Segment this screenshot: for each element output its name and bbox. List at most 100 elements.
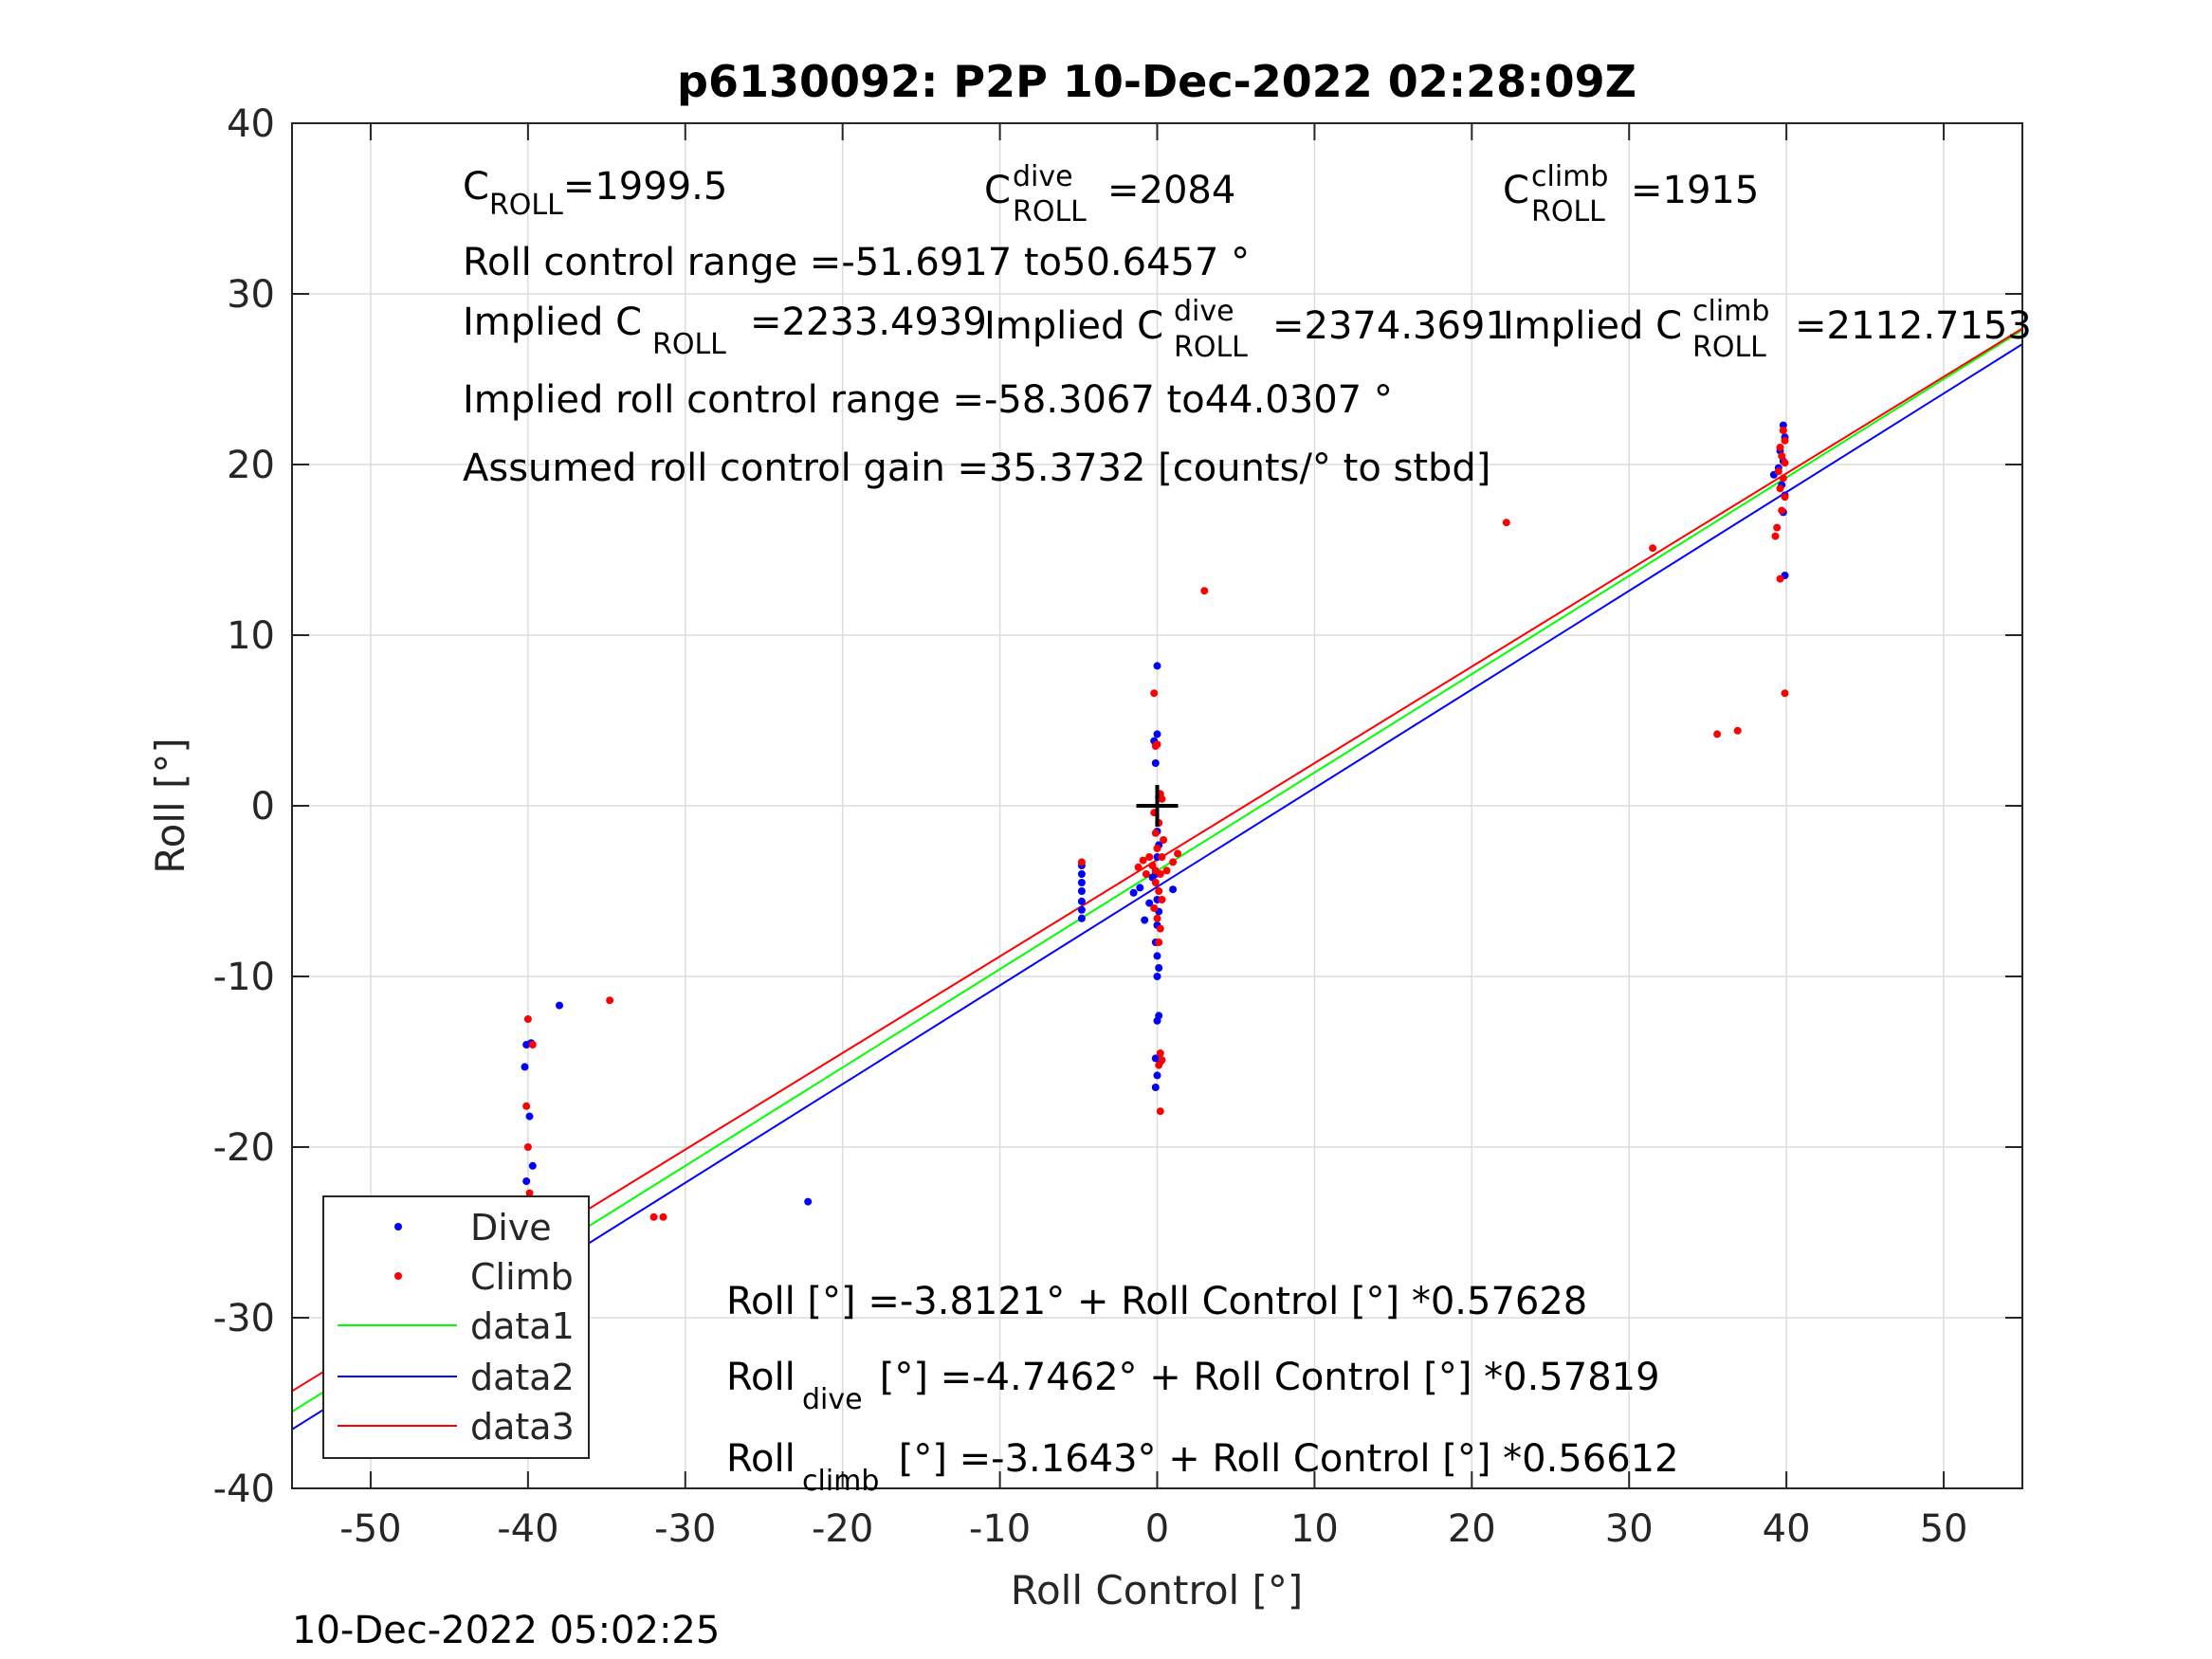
climb-point <box>1150 904 1159 912</box>
c-roll-annotation: CROLL=1999.5 <box>463 165 727 222</box>
climb-point <box>522 1102 531 1110</box>
climb-point <box>1781 689 1789 698</box>
climb-point <box>1145 853 1154 861</box>
implied-c-roll-climb-sup: climb <box>1692 295 1769 328</box>
climb-point <box>1771 532 1780 540</box>
y-tick-label: -10 <box>213 956 275 999</box>
climb-point <box>1778 452 1786 460</box>
c-roll-climb-value: =1915 <box>1631 169 1759 212</box>
c-roll-climb-sub: ROLL <box>1531 195 1605 228</box>
dive-point <box>1077 887 1086 895</box>
climb-point <box>606 996 614 1005</box>
dive-point <box>1153 1071 1161 1080</box>
climb-point <box>1200 587 1209 595</box>
climb-point <box>1156 1049 1164 1057</box>
climb-point <box>1160 836 1168 844</box>
climb-point <box>1773 523 1782 532</box>
y-tick-label: 20 <box>227 444 275 487</box>
climb-point <box>528 1041 537 1048</box>
dive-point <box>1077 914 1086 922</box>
legend-box <box>322 1195 590 1459</box>
assumed-gain-annotation: Assumed roll control gain =35.3732 [coun… <box>463 447 1490 490</box>
climb-point <box>1155 939 1163 946</box>
x-tick-label: 0 <box>1145 1507 1169 1551</box>
implied-c-roll-climb-value: =2112.7153 <box>1795 304 2032 348</box>
climb-point <box>1781 436 1789 445</box>
climb-point <box>659 1212 667 1221</box>
c-roll-dive-sub: ROLL <box>1013 195 1087 228</box>
fit-climb-sub: climb <box>802 1465 879 1498</box>
dive-point <box>1141 916 1149 924</box>
roll-control-range-annotation: Roll control range =-51.6917 to50.6457 ° <box>463 241 1250 284</box>
x-tick-label: 50 <box>1920 1507 1968 1551</box>
dive-point <box>525 1112 534 1121</box>
climb-point <box>523 1143 532 1151</box>
climb-point <box>1153 914 1161 922</box>
implied-c-roll-climb-annotation: Implied C climb ROLL =2112.7153 <box>1503 295 2032 364</box>
x-tick-label: 30 <box>1605 1507 1654 1551</box>
legend-dive-marker <box>394 1223 402 1231</box>
climb-point <box>1151 742 1160 750</box>
climb-point <box>1155 887 1163 895</box>
dive-point <box>1151 1084 1160 1091</box>
climb-point <box>1776 484 1784 493</box>
dive-point <box>1077 879 1086 886</box>
climb-point <box>1776 574 1784 583</box>
implied-c-roll-value: =2233.4939 <box>750 301 987 344</box>
axis-tick-labels: -50 -40 -30 -20 -10 0 10 20 30 40 50 40 30 20 10 0 -10 -2… <box>213 102 1968 1551</box>
climb-point <box>1649 544 1657 553</box>
fit-climb-rest: [°] =-3.1643° + Roll Control [°] *0.5661… <box>887 1437 1679 1481</box>
implied-c-roll-climb-sub: ROLL <box>1692 331 1766 364</box>
legend: Dive Climb data1 data2 data3 <box>322 1195 590 1459</box>
y-tick-label: 10 <box>227 614 275 658</box>
legend-climb-label: Climb <box>470 1256 574 1298</box>
axis-ticks <box>292 122 2022 1489</box>
dive-point <box>1155 964 1163 972</box>
implied-c-roll-dive-value: =2374.3691 <box>1272 304 1509 348</box>
footer-timestamp: 10-Dec-2022 05:02:25 <box>292 1609 720 1652</box>
dive-point <box>1153 952 1161 960</box>
calibration-annotations: CROLL=1999.5 Cdive ROLL =2084 Cclimb ROLL =1… <box>463 160 2032 490</box>
climb-point <box>1134 863 1143 871</box>
climb-point <box>1502 519 1510 527</box>
dive-point <box>556 1001 563 1010</box>
legend-dive-label: Dive <box>470 1207 552 1249</box>
climb-point <box>1776 444 1784 451</box>
climb-point <box>1158 794 1166 803</box>
y-tick-label: -20 <box>213 1126 275 1170</box>
x-tick-label: 10 <box>1290 1507 1339 1551</box>
legend-data2-label: data2 <box>470 1357 575 1398</box>
dive-point <box>1153 1016 1161 1025</box>
x-tick-label: 20 <box>1448 1507 1496 1551</box>
climb-point <box>1779 474 1787 483</box>
c-roll-value: =1999.5 <box>563 165 727 209</box>
c-roll-sub: ROLL <box>489 189 563 222</box>
climb-point <box>1151 829 1160 837</box>
climb-point <box>1774 467 1782 476</box>
dive-point <box>1153 662 1161 670</box>
x-tick-label: 40 <box>1763 1507 1811 1551</box>
climb-point <box>1158 896 1166 903</box>
climb-point <box>1162 866 1171 875</box>
implied-c-roll-sub: ROLL <box>652 328 726 361</box>
climb-point <box>1779 427 1787 434</box>
y-tick-label: -30 <box>213 1297 275 1340</box>
x-tick-label: -30 <box>654 1507 716 1551</box>
climb-point <box>1139 856 1147 865</box>
climb-point <box>1151 879 1160 886</box>
fit-equation-all: Roll [°] =-3.8121° + Roll Control [°] *0… <box>726 1280 1587 1323</box>
climb-point <box>1153 845 1161 852</box>
climb-point <box>1713 730 1722 738</box>
climb-point <box>1778 506 1786 515</box>
data-points <box>518 421 1789 1323</box>
y-tick-label: 40 <box>227 102 275 146</box>
implied-roll-control-range-annotation: Implied roll control range =-58.3067 to4… <box>463 378 1393 422</box>
climb-point <box>1150 689 1159 698</box>
implied-c-roll-dive-annotation: Implied C dive ROLL =2374.3691 <box>984 295 1509 364</box>
x-tick-label: -50 <box>339 1507 401 1551</box>
dive-point <box>804 1197 813 1206</box>
climb-point <box>1155 1061 1163 1069</box>
c-roll-climb-annotation: Cclimb ROLL =1915 <box>1503 160 1759 228</box>
x-tick-label: -40 <box>497 1507 558 1551</box>
